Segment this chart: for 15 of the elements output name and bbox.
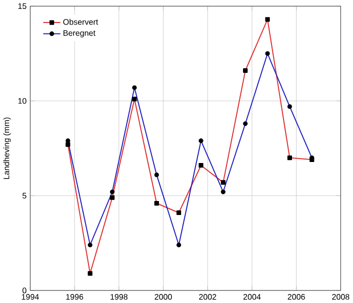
y-tick-label: 5 xyxy=(22,192,26,198)
y-axis-title: Landheving (mm) xyxy=(3,118,11,179)
y-tick-label: 10 xyxy=(18,98,26,104)
legend-label: Beregnet xyxy=(64,30,96,38)
y-tick-label: 0 xyxy=(22,288,26,294)
legend-label: Observert xyxy=(63,18,98,25)
x-tick-label: 2008 xyxy=(332,294,350,300)
x-tick-label: 1994 xyxy=(22,294,39,300)
x-tick-label: 2004 xyxy=(243,294,261,300)
x-tick-label: 2002 xyxy=(199,294,216,300)
x-tick-label: 1998 xyxy=(110,294,128,300)
x-tick-label: 2000 xyxy=(154,294,172,300)
x-tick-label: 1996 xyxy=(66,294,84,300)
x-tick-label: 2006 xyxy=(288,294,305,300)
y-tick-label: 15 xyxy=(18,3,26,9)
